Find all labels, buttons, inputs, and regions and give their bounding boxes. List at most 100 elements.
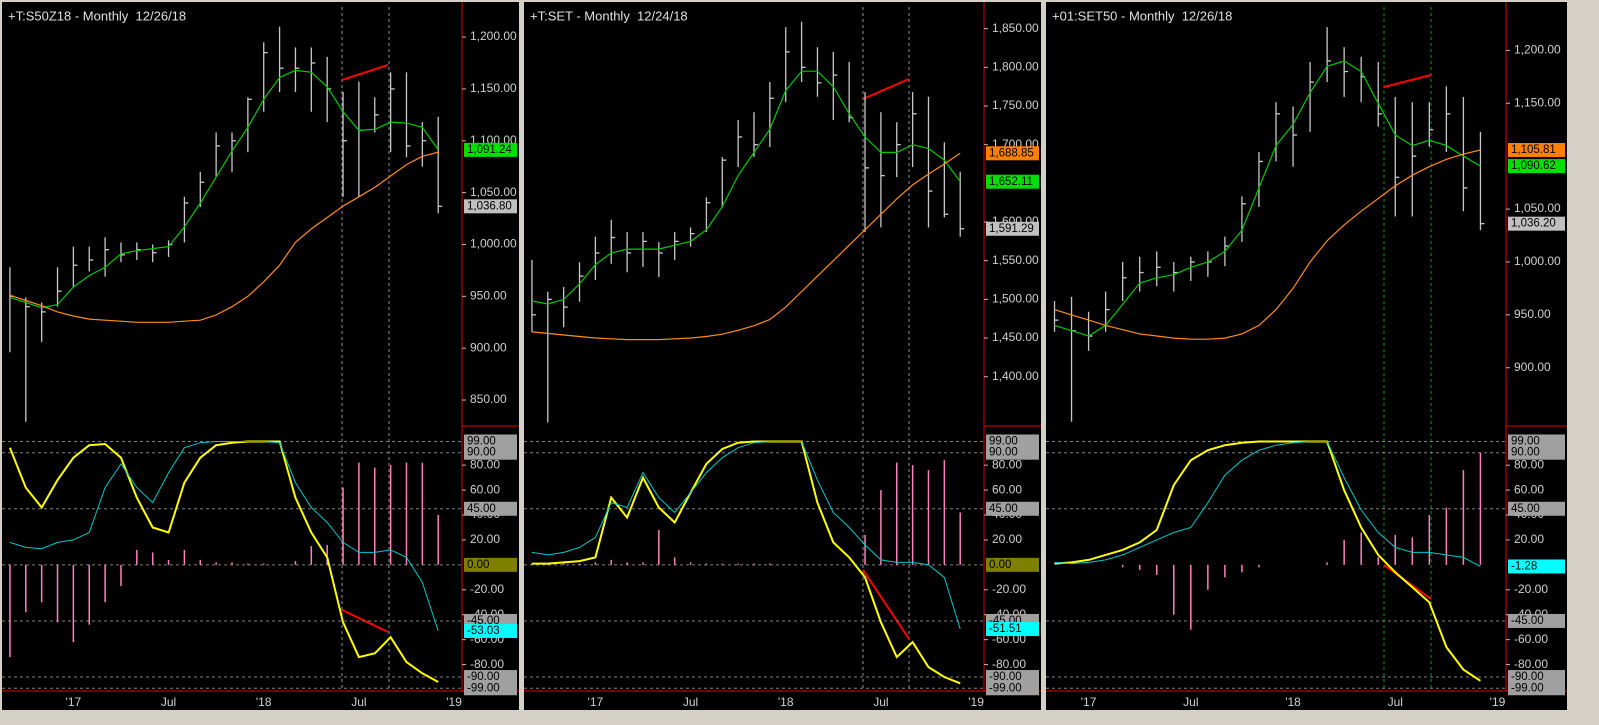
x-tick-label: '17 <box>1081 695 1097 709</box>
chart-panel: +T:SET - Monthly 12/24/18 1,850.00 1,800.0… <box>524 2 1041 710</box>
x-tick-label: '19 <box>1490 695 1506 709</box>
y-tick-label: -20.00 <box>470 582 504 596</box>
value-flag <box>464 501 517 516</box>
y-tick-label: -80.00 <box>992 657 1026 671</box>
y-tick-label: 1,050.00 <box>1514 201 1561 215</box>
chart-title: +T:S50Z18 - Monthly 12/26/18 <box>8 8 186 23</box>
value-flag <box>986 434 1039 449</box>
value-flag-label: -90.00 <box>1511 671 1544 683</box>
moving-average <box>9 69 439 309</box>
x-tick-label: '18 <box>1285 695 1301 709</box>
y-tick-label: 80.00 <box>470 457 500 471</box>
value-flag-label: -90.00 <box>989 671 1022 683</box>
value-flag-label: 1,652.11 <box>989 176 1033 188</box>
y-tick-label: 950.00 <box>470 289 507 303</box>
chart: +01:SET50 - Monthly 12/26/18 1,200.00 1,15… <box>1046 2 1567 709</box>
value-flag-label: -51.51 <box>989 623 1022 635</box>
x-tick-label: '18 <box>256 695 272 709</box>
value-flag <box>986 501 1039 516</box>
chart: +T:SET - Monthly 12/24/18 1,850.00 1,800.0… <box>524 2 1041 709</box>
value-flag <box>986 670 1039 685</box>
value-flag <box>1508 143 1565 158</box>
x-tick-label: '19 <box>968 695 984 709</box>
y-tick-label: 1,800.00 <box>992 60 1039 74</box>
y-tick-label: 1,500.00 <box>992 292 1039 306</box>
trend-line <box>862 569 910 640</box>
oscillator-line <box>1054 441 1481 567</box>
value-flag <box>986 445 1039 460</box>
value-flag-label: 45.00 <box>989 503 1018 515</box>
value-flag <box>1508 159 1565 174</box>
y-tick-label: 1,150.00 <box>470 81 517 95</box>
value-flag-label: 45.00 <box>467 503 496 515</box>
value-flag <box>986 146 1039 161</box>
y-tick-label: 850.00 <box>470 392 507 406</box>
y-tick-label: 1,450.00 <box>992 330 1039 344</box>
moving-average <box>531 70 961 305</box>
value-flag <box>1508 216 1565 231</box>
value-flag-label: 1,105.81 <box>1511 144 1556 156</box>
y-tick-label: 1,400.00 <box>992 369 1039 383</box>
y-tick-label: 950.00 <box>1514 307 1551 321</box>
decorations <box>1383 7 1432 691</box>
value-flag <box>986 681 1039 696</box>
value-flag-label: -1.28 <box>1511 560 1537 572</box>
y-tick-label: 900.00 <box>1514 360 1551 374</box>
trend-line <box>341 609 389 633</box>
y-tick-label: 1,050.00 <box>470 185 517 199</box>
value-flag-label: 1,036.20 <box>1511 218 1556 230</box>
oscillator-line <box>9 441 439 632</box>
value-flag-label: 99.00 <box>1511 436 1540 448</box>
trend-line <box>1383 74 1432 88</box>
y-tick-label: -60.00 <box>1514 632 1548 646</box>
x-tick-label: Jul <box>1183 695 1198 709</box>
moving-average <box>1054 60 1481 337</box>
oscillator-line <box>1054 440 1481 682</box>
value-flag-label: 0.00 <box>989 559 1011 571</box>
x-tick-label: '19 <box>446 695 462 709</box>
value-flag <box>464 434 517 449</box>
y-tick-label: 1,150.00 <box>1514 95 1561 109</box>
value-flag <box>1508 501 1565 516</box>
y-tick-label: -80.00 <box>470 657 504 671</box>
value-flag <box>1508 445 1565 460</box>
value-flag <box>986 557 1039 572</box>
y-tick-label: 1,000.00 <box>1514 254 1561 268</box>
moving-average <box>9 151 439 323</box>
value-flag <box>1508 559 1565 574</box>
value-flag-label: -45.00 <box>1511 615 1544 627</box>
value-flag-label: -99.00 <box>1511 682 1544 694</box>
y-tick-label: 1,750.00 <box>992 98 1039 112</box>
value-flag <box>1508 434 1565 449</box>
value-flag <box>986 174 1039 189</box>
x-tick-label: Jul <box>1388 695 1403 709</box>
y-tick-label: 80.00 <box>1514 457 1544 471</box>
value-flag-label: 99.00 <box>467 436 496 448</box>
trend-line <box>862 78 910 100</box>
value-flag <box>986 221 1039 236</box>
value-flag-label: 90.00 <box>467 447 496 459</box>
value-flag <box>1508 613 1565 628</box>
y-tick-label: 1,000.00 <box>470 237 517 251</box>
trend-line <box>341 64 389 81</box>
value-flag <box>1508 670 1565 685</box>
chart: +T:S50Z18 - Monthly 12/26/18 1,200.00 1,15… <box>2 2 519 709</box>
value-flag <box>986 622 1039 637</box>
moving-average <box>531 152 961 341</box>
value-flag-label: 1,036.80 <box>467 200 512 212</box>
chart-title: +01:SET50 - Monthly 12/26/18 <box>1052 8 1232 23</box>
decorations <box>341 7 390 691</box>
value-flag <box>1508 681 1565 696</box>
value-flag-label: -90.00 <box>467 671 500 683</box>
y-tick-label: 1,850.00 <box>992 21 1039 35</box>
oscillator-line <box>531 440 961 685</box>
x-tick-label: Jul <box>351 695 366 709</box>
chart-panel: +T:S50Z18 - Monthly 12/26/18 1,200.00 1,15… <box>2 2 519 710</box>
y-tick-label: 20.00 <box>470 532 500 546</box>
y-tick-label: 900.00 <box>470 340 507 354</box>
value-flag-label: 45.00 <box>1511 503 1540 515</box>
value-flag-label: 99.00 <box>989 436 1018 448</box>
y-tick-label: 1,200.00 <box>470 29 517 43</box>
value-flag <box>464 557 517 572</box>
